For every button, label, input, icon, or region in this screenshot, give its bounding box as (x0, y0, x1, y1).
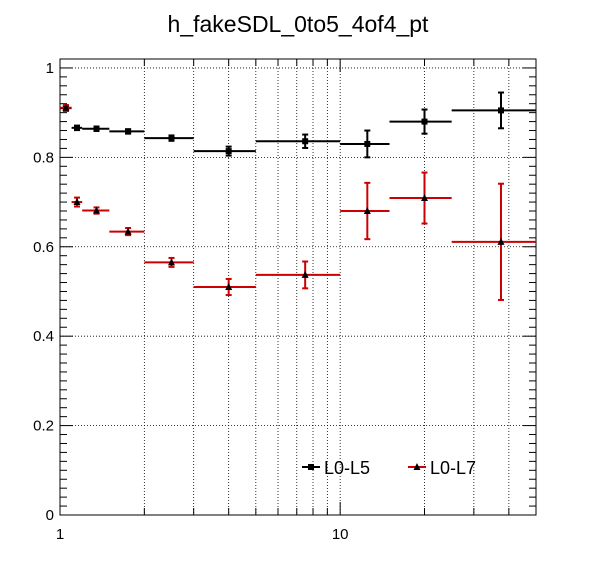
data-point (302, 138, 309, 145)
legend-entry-L0-L7: L0-L7 (408, 458, 476, 478)
data-point (62, 103, 70, 111)
data-series (60, 91, 536, 301)
legend-label: L0-L7 (430, 458, 476, 478)
data-point (497, 237, 505, 245)
data-point (73, 198, 81, 206)
chart-title: h_fakeSDL_0to5_4of4_pt (168, 11, 429, 37)
x-tick-label: 1 (56, 526, 64, 543)
legend-label: L0-L5 (324, 458, 370, 478)
data-point (124, 227, 132, 235)
y-tick-label: 0.6 (33, 239, 54, 256)
data-point (125, 128, 132, 135)
data-point (363, 207, 371, 214)
y-tick-label: 0 (46, 507, 54, 524)
data-point (93, 125, 100, 132)
y-tick-label: 0.4 (33, 328, 54, 345)
data-point (421, 194, 429, 202)
data-point (167, 258, 175, 266)
legend-marker (308, 464, 314, 470)
data-point (225, 283, 233, 290)
plot-frame (59, 58, 537, 516)
y-tick-label: 1 (46, 60, 54, 77)
legend-marker (413, 463, 421, 470)
y-tick-label: 0.2 (33, 418, 54, 435)
y-tick-label: 0.8 (33, 149, 54, 166)
legend-entry-L0-L5: L0-L5 (302, 458, 370, 478)
axes: 0 0.2 0.4 0.6 0.8 1 1 10 (33, 58, 537, 543)
series-L0-L7 (60, 103, 536, 301)
data-point (93, 206, 101, 214)
legend: L0-L5 L0-L7 (302, 458, 476, 478)
series-L0-L5 (60, 91, 536, 159)
data-point (421, 118, 428, 125)
x-tick-label: 10 (332, 526, 349, 543)
data-point (364, 140, 371, 147)
data-point (497, 107, 504, 114)
data-point (168, 135, 175, 142)
data-point (74, 124, 81, 131)
data-point (225, 148, 232, 155)
data-point (301, 270, 309, 278)
